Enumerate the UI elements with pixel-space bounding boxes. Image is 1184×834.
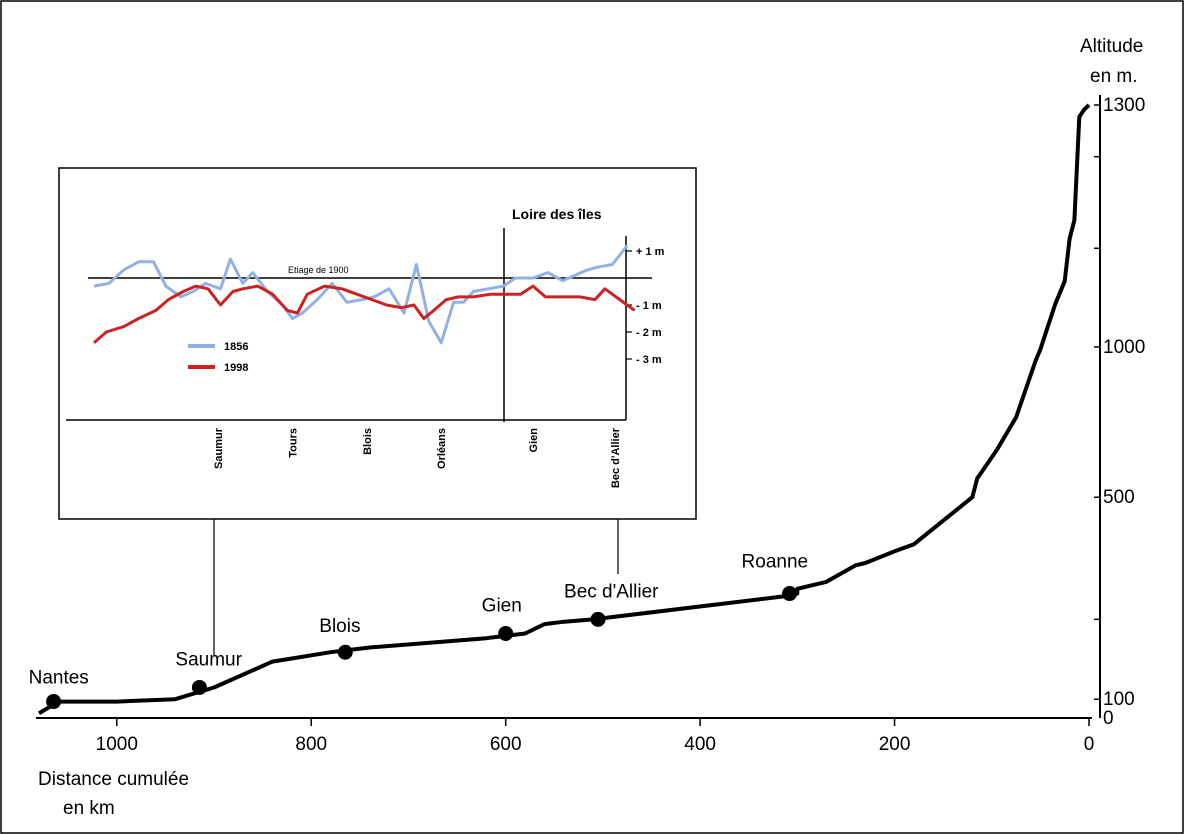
- x-tick-label: 600: [490, 734, 522, 755]
- y-tick-label: 0: [1103, 708, 1114, 729]
- legend-label-1856: 1856: [224, 341, 248, 353]
- city-point-gien: [498, 625, 514, 641]
- y-tick-label: 500: [1103, 487, 1135, 508]
- city-point-saumur: [191, 679, 207, 695]
- inset-station-label: Blois: [362, 428, 374, 455]
- inset-y-tick-label: - 3 m: [636, 354, 662, 366]
- city-label: Roanne: [742, 552, 809, 573]
- inset-series-1856: [93, 244, 629, 345]
- inset-y-tick-label: - 1 m: [636, 300, 662, 312]
- city-label: Saumur: [175, 649, 242, 670]
- inset-y-tick-label: - 2 m: [636, 327, 662, 339]
- y-axis-label-line2: en m.: [1090, 66, 1138, 87]
- y-tick-label: 1000: [1103, 337, 1145, 358]
- city-label: Blois: [319, 616, 360, 637]
- x-tick-label: 800: [295, 734, 327, 755]
- inset-legend: 1856 1998: [188, 341, 248, 374]
- y-axis-label-line1: Altitude: [1080, 36, 1143, 57]
- city-label: Bec d'Allier: [564, 581, 659, 602]
- legend-label-1998: 1998: [224, 362, 248, 374]
- inset-y-tick-label: + 1 m: [636, 246, 665, 258]
- inset-y-ticks: + 1 m - 1 m - 2 m - 3 m: [626, 246, 665, 366]
- elevation-profile-line: [37, 103, 1091, 716]
- x-tick-label: 200: [879, 734, 911, 755]
- inset-border: [58, 167, 697, 520]
- inset-station-label: Orléans: [436, 428, 448, 469]
- inset-title: Loire des îles: [512, 206, 602, 222]
- city-point-blois: [337, 644, 353, 660]
- city-point-nantes: [46, 694, 62, 710]
- inset-station-label: Gien: [528, 428, 540, 453]
- city-point-roanne: [782, 586, 798, 602]
- inset-station-label: Bec d'Allier: [610, 427, 622, 488]
- main-x-ticks: 1000 800 600 400 200 0: [96, 718, 1095, 755]
- inset-station-label: Saumur: [213, 427, 225, 469]
- inset-station-labels: Saumur Tours Blois Orléans Gien Bec d'Allier: [213, 427, 622, 488]
- x-tick-label: 400: [684, 734, 716, 755]
- city-label: Gien: [482, 595, 522, 616]
- inset-water-level-chart: Etiage de 1900 Loire des îles + 1 m - 1 m…: [58, 167, 697, 520]
- city-label: Nantes: [29, 668, 89, 689]
- y-tick-label: 100: [1103, 689, 1135, 710]
- inset-series-lines: [93, 244, 636, 345]
- y-tick-label: 1300: [1103, 95, 1145, 116]
- x-tick-label: 0: [1084, 734, 1095, 755]
- x-tick-label: 1000: [96, 734, 138, 755]
- city-point-bec-d-allier: [590, 611, 606, 627]
- x-axis-label-line1: Distance cumulée: [38, 769, 189, 790]
- city-points: Nantes Saumur Blois Gien Bec d'Allier Roanne: [29, 552, 809, 710]
- inset-series-1998: [93, 284, 636, 344]
- inset-station-label: Tours: [287, 428, 299, 458]
- etiage-1900-label: Etiage de 1900: [288, 265, 349, 275]
- x-axis-label-line2: en km: [63, 798, 115, 819]
